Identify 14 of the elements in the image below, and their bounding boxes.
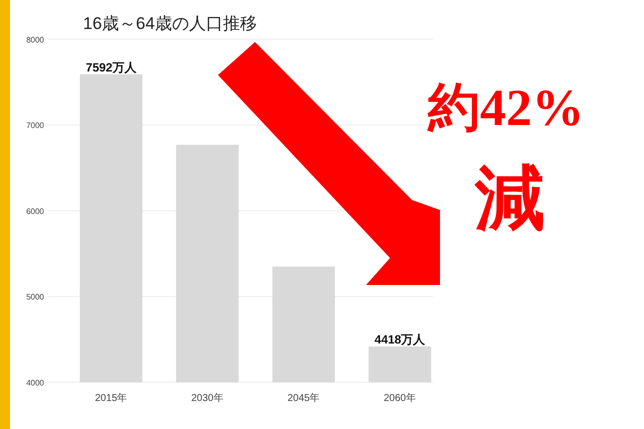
x-tick-label: 2030年 <box>191 392 224 404</box>
chart-title: 16歳～64歳の人口推移 <box>83 14 257 33</box>
y-tick-label: 8000 <box>26 35 45 44</box>
x-tick-label: 2045年 <box>288 392 320 404</box>
data-label: 4418万人 <box>374 332 426 346</box>
y-tick-label: 7000 <box>26 121 45 130</box>
x-tick-label: 2015年 <box>95 392 128 404</box>
y-tick-label: 4000 <box>26 378 45 388</box>
y-tick-label: 5000 <box>26 292 45 302</box>
x-tick-label: 2060年 <box>384 392 416 404</box>
y-tick-label: 6000 <box>26 206 45 216</box>
annotation: 約42% <box>427 80 584 137</box>
text: 減 <box>474 161 545 238</box>
data-label: 7592万人 <box>86 60 138 74</box>
